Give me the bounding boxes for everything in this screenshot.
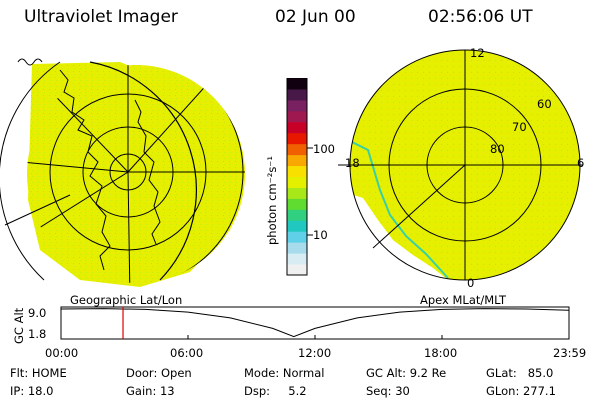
colorbar-tick-10: 10 <box>313 228 328 242</box>
timeline-ylabel: GC Alt <box>12 307 26 344</box>
ytick-high: 9.0 <box>28 306 47 320</box>
colorbar-swatch <box>287 231 307 243</box>
gain-info: Gain: 13 <box>126 384 175 398</box>
colorbar-swatch <box>287 242 307 254</box>
altitude-line <box>60 308 569 338</box>
glon-info: GLon: 277.1 <box>486 384 556 398</box>
mode-info: Mode: Normal <box>244 366 325 380</box>
dsp-info: Dsp: 5.2 <box>244 384 307 398</box>
colorbar-swatch <box>287 121 307 134</box>
colorbar-swatch <box>287 143 307 156</box>
colorbar-swatch <box>287 154 307 167</box>
colorbar-swatch <box>287 88 307 101</box>
altitude-timeline <box>60 306 570 340</box>
xtick-2359: 23:59 <box>553 346 587 360</box>
xtick-1800: 18:00 <box>424 346 458 360</box>
left-map-caption: Geographic Lat/Lon <box>70 293 183 307</box>
colorbar-swatch <box>287 198 307 210</box>
mlat-label-80: 80 <box>490 142 505 156</box>
colorbar-swatch <box>287 209 307 221</box>
mlt-label-6: 6 <box>577 156 585 170</box>
time-label: 02:56:06 UT <box>428 7 533 27</box>
mlt-label-12: 12 <box>470 46 485 60</box>
colorbar-swatch <box>287 264 307 276</box>
xtick-0600: 06:00 <box>170 346 204 360</box>
colorbar-swatch <box>287 110 307 123</box>
glat-info: GLat: 85.0 <box>486 366 554 380</box>
colorbar-swatch <box>287 187 307 199</box>
right-map-caption: Apex MLat/MLT <box>420 293 507 307</box>
geographic-map <box>0 58 245 287</box>
colorbar-swatch <box>287 253 307 265</box>
mlt-label-18: 18 <box>345 156 360 170</box>
colorbar-swatch <box>287 176 307 188</box>
page-title: Ultraviolet Imager <box>24 7 178 27</box>
mlt-label-0: 0 <box>467 276 475 290</box>
xtick-0000: 00:00 <box>45 346 79 360</box>
seq-info: Seq: 30 <box>366 384 410 398</box>
color-bar <box>286 78 313 276</box>
colorbar-label: photon cm⁻²s⁻¹ <box>265 156 279 245</box>
colorbar-swatch <box>287 165 307 177</box>
colorbar-swatch <box>287 78 307 90</box>
ip-info: IP: 18.0 <box>10 384 54 398</box>
date-label: 02 Jun 00 <box>275 7 356 27</box>
colorbar-tick-100: 100 <box>313 142 335 156</box>
colorbar-swatch <box>287 220 307 232</box>
flight-info: Flt: HOME <box>10 366 67 380</box>
colorbar-swatch <box>287 132 307 145</box>
mlat-label-70: 70 <box>512 120 527 134</box>
xtick-1200: 12:00 <box>298 346 332 360</box>
colorbar-swatch <box>287 99 307 112</box>
magnetic-map <box>338 49 583 281</box>
ytick-low: 1.8 <box>28 327 47 341</box>
gc-alt-info: GC Alt: 9.2 Re <box>366 366 447 380</box>
mlat-label-60: 60 <box>537 97 552 111</box>
imager-disk <box>27 62 245 287</box>
door-info: Door: Open <box>126 366 192 380</box>
